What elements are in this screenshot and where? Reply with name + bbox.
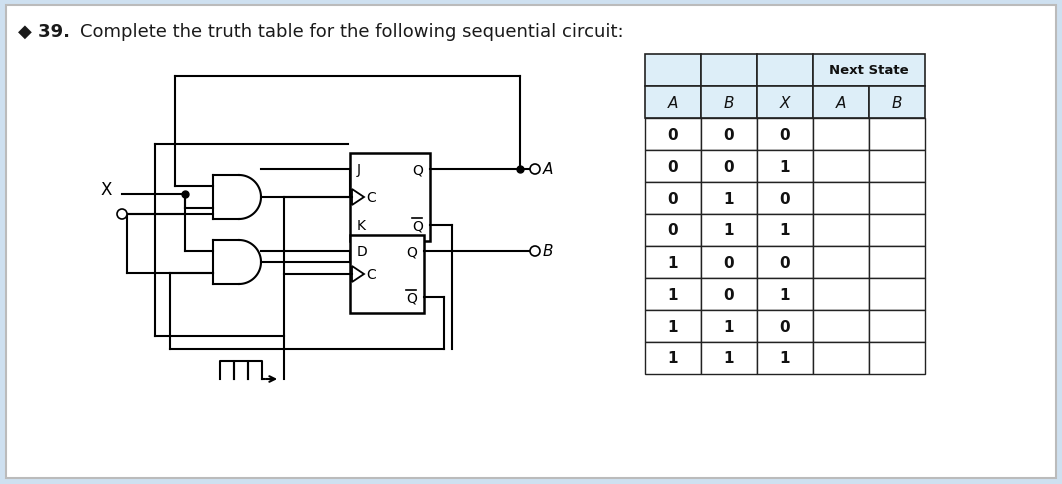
Bar — [869, 214, 925, 246]
Bar — [350, 154, 430, 242]
Bar — [701, 55, 757, 87]
Bar — [757, 55, 813, 87]
Text: 0: 0 — [723, 159, 734, 174]
Bar — [645, 342, 701, 374]
Bar — [757, 342, 813, 374]
Text: 0: 0 — [668, 127, 679, 142]
Bar — [869, 278, 925, 310]
Bar — [701, 214, 757, 246]
Text: 1: 1 — [780, 159, 790, 174]
Text: ◆ 39.: ◆ 39. — [18, 23, 70, 41]
Text: 1: 1 — [723, 223, 734, 238]
Bar — [645, 55, 701, 87]
Bar — [757, 151, 813, 182]
Bar — [757, 119, 813, 151]
Text: 1: 1 — [780, 351, 790, 366]
Bar — [869, 87, 925, 119]
Bar — [645, 151, 701, 182]
Text: 1: 1 — [668, 287, 679, 302]
Text: X: X — [780, 95, 790, 110]
Bar — [813, 214, 869, 246]
Text: D: D — [357, 244, 367, 258]
Bar — [869, 246, 925, 278]
Bar — [645, 278, 701, 310]
Bar — [701, 151, 757, 182]
Bar — [645, 310, 701, 342]
Bar — [813, 55, 925, 87]
Text: 1: 1 — [723, 191, 734, 206]
Text: Complete the truth table for the following sequential circuit:: Complete the truth table for the followi… — [80, 23, 623, 41]
Bar — [701, 87, 757, 119]
Bar — [645, 119, 701, 151]
Bar — [813, 87, 869, 119]
Text: 0: 0 — [780, 255, 790, 270]
Bar — [813, 119, 869, 151]
Text: Q: Q — [412, 219, 423, 232]
Bar — [701, 278, 757, 310]
Text: C: C — [366, 191, 376, 205]
Text: 0: 0 — [780, 319, 790, 334]
Text: 0: 0 — [723, 287, 734, 302]
Bar — [869, 151, 925, 182]
Bar — [813, 310, 869, 342]
Text: 0: 0 — [723, 255, 734, 270]
Text: C: C — [366, 268, 376, 281]
Bar — [813, 151, 869, 182]
Bar — [757, 246, 813, 278]
Text: A: A — [836, 95, 846, 110]
Bar — [813, 246, 869, 278]
Circle shape — [530, 246, 539, 257]
Text: A: A — [543, 162, 553, 177]
Text: 1: 1 — [668, 255, 679, 270]
Bar — [645, 87, 701, 119]
Text: 0: 0 — [668, 191, 679, 206]
FancyBboxPatch shape — [6, 6, 1056, 478]
Bar — [645, 214, 701, 246]
Text: 0: 0 — [780, 127, 790, 142]
Text: 1: 1 — [780, 223, 790, 238]
Text: Q: Q — [406, 244, 417, 258]
Bar — [813, 278, 869, 310]
Bar — [701, 310, 757, 342]
Text: B: B — [723, 95, 734, 110]
Bar — [701, 246, 757, 278]
Text: 0: 0 — [668, 223, 679, 238]
Text: B: B — [543, 244, 553, 259]
Text: 0: 0 — [780, 191, 790, 206]
Bar — [869, 310, 925, 342]
Text: Q: Q — [406, 290, 417, 304]
Bar — [813, 182, 869, 214]
Text: 0: 0 — [668, 159, 679, 174]
Text: 0: 0 — [723, 127, 734, 142]
Bar — [701, 119, 757, 151]
Bar — [813, 342, 869, 374]
Bar — [757, 87, 813, 119]
Bar — [645, 182, 701, 214]
Bar — [701, 342, 757, 374]
Text: 1: 1 — [723, 319, 734, 334]
Text: X: X — [101, 181, 112, 198]
Text: K: K — [357, 219, 366, 232]
Bar — [757, 214, 813, 246]
Text: 1: 1 — [723, 351, 734, 366]
Bar — [757, 182, 813, 214]
Bar — [869, 182, 925, 214]
Text: Next State: Next State — [829, 64, 909, 77]
Text: B: B — [892, 95, 903, 110]
Bar — [645, 246, 701, 278]
Text: Q: Q — [412, 163, 423, 177]
Bar — [869, 342, 925, 374]
Bar — [701, 182, 757, 214]
Bar — [869, 119, 925, 151]
Text: 1: 1 — [780, 287, 790, 302]
Text: A: A — [668, 95, 679, 110]
Bar — [757, 310, 813, 342]
Circle shape — [530, 165, 539, 175]
Text: 1: 1 — [668, 351, 679, 366]
Bar — [757, 278, 813, 310]
Text: 1: 1 — [668, 319, 679, 334]
Text: J: J — [357, 163, 361, 177]
Bar — [350, 236, 424, 313]
Circle shape — [117, 210, 127, 220]
